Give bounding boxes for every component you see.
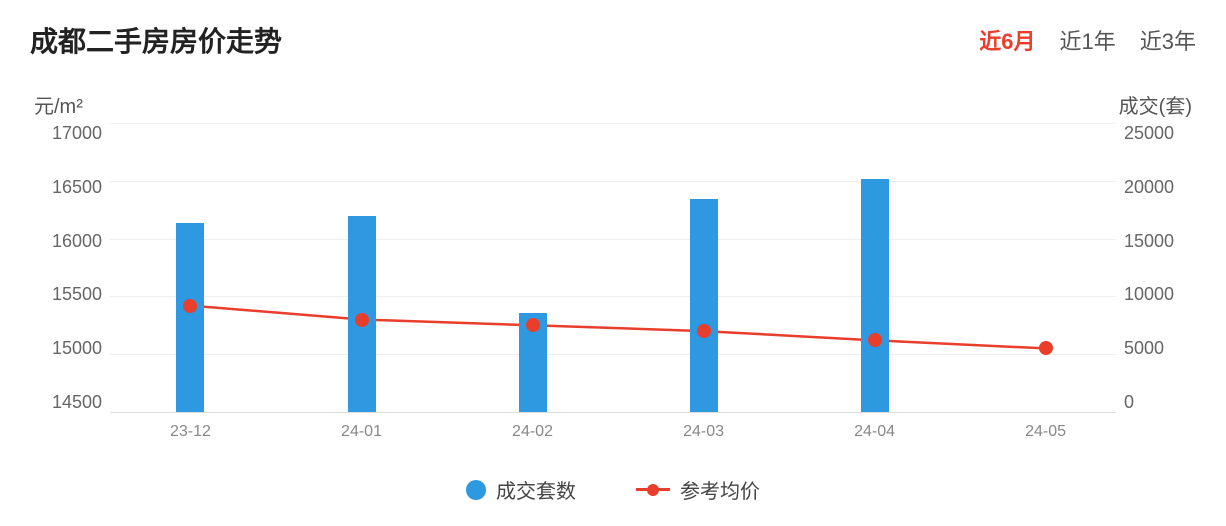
y-axis-right: 25000 20000 15000 10000 5000 0 bbox=[1116, 123, 1196, 413]
legend-swatch-circle-icon bbox=[466, 480, 486, 500]
bar bbox=[176, 223, 204, 412]
right-axis-title: 成交(套) bbox=[1119, 90, 1192, 119]
x-tick-label: 24-03 bbox=[683, 423, 724, 441]
legend-swatch-line-icon bbox=[636, 488, 670, 491]
x-tick-label: 23-12 bbox=[170, 423, 211, 441]
chart-title: 成都二手房房价走势 bbox=[30, 20, 282, 60]
x-tick-label: 24-05 bbox=[1025, 423, 1066, 441]
y-left-tick: 16000 bbox=[52, 231, 102, 252]
plot-area bbox=[110, 123, 1116, 413]
line-marker bbox=[526, 318, 540, 332]
y-right-tick: 10000 bbox=[1124, 284, 1174, 305]
y-left-tick: 15000 bbox=[52, 338, 102, 359]
x-tick-label: 24-02 bbox=[512, 423, 553, 441]
line-marker bbox=[1039, 341, 1053, 355]
y-right-tick: 20000 bbox=[1124, 177, 1174, 198]
x-tick-label: 24-01 bbox=[341, 423, 382, 441]
y-axis-left: 17000 16500 16000 15500 15000 14500 bbox=[30, 123, 110, 413]
tab-6m[interactable]: 近6月 bbox=[979, 24, 1035, 56]
grid-line bbox=[110, 354, 1116, 355]
line-series-svg bbox=[110, 123, 1116, 412]
y-left-tick: 14500 bbox=[52, 392, 102, 413]
grid-line bbox=[110, 239, 1116, 240]
y-left-tick: 15500 bbox=[52, 284, 102, 305]
axis-titles: 元/m² 成交(套) bbox=[30, 90, 1196, 119]
y-right-tick: 5000 bbox=[1124, 338, 1164, 359]
tab-3y[interactable]: 近3年 bbox=[1140, 24, 1196, 56]
price-line bbox=[190, 306, 1045, 349]
left-axis-title: 元/m² bbox=[34, 90, 83, 119]
grid-line bbox=[110, 181, 1116, 182]
bar bbox=[861, 179, 889, 412]
line-marker bbox=[697, 324, 711, 338]
line-marker bbox=[868, 333, 882, 347]
y-left-tick: 17000 bbox=[52, 123, 102, 144]
y-right-tick: 15000 bbox=[1124, 231, 1174, 252]
tab-1y[interactable]: 近1年 bbox=[1060, 24, 1116, 56]
bar bbox=[690, 199, 718, 412]
x-axis: 23-12 24-01 24-02 24-03 24-04 24-05 bbox=[110, 423, 1116, 447]
y-right-tick: 25000 bbox=[1124, 123, 1174, 144]
legend-label: 成交套数 bbox=[496, 475, 576, 504]
legend-item-bars: 成交套数 bbox=[466, 475, 576, 504]
legend-item-line: 参考均价 bbox=[636, 475, 760, 504]
legend-label: 参考均价 bbox=[680, 475, 760, 504]
y-right-tick: 0 bbox=[1124, 392, 1134, 413]
line-marker bbox=[355, 313, 369, 327]
line-marker bbox=[183, 299, 197, 313]
plot-row: 17000 16500 16000 15500 15000 14500 2500… bbox=[30, 123, 1196, 413]
chart-header: 成都二手房房价走势 近6月 近1年 近3年 bbox=[30, 20, 1196, 60]
y-left-tick: 16500 bbox=[52, 177, 102, 198]
time-range-tabs: 近6月 近1年 近3年 bbox=[979, 24, 1196, 56]
x-tick-label: 24-04 bbox=[854, 423, 895, 441]
chart-container: 元/m² 成交(套) 17000 16500 16000 15500 15000… bbox=[30, 90, 1196, 504]
legend: 成交套数 参考均价 bbox=[30, 475, 1196, 504]
grid-line bbox=[110, 296, 1116, 297]
grid-line bbox=[110, 123, 1116, 124]
